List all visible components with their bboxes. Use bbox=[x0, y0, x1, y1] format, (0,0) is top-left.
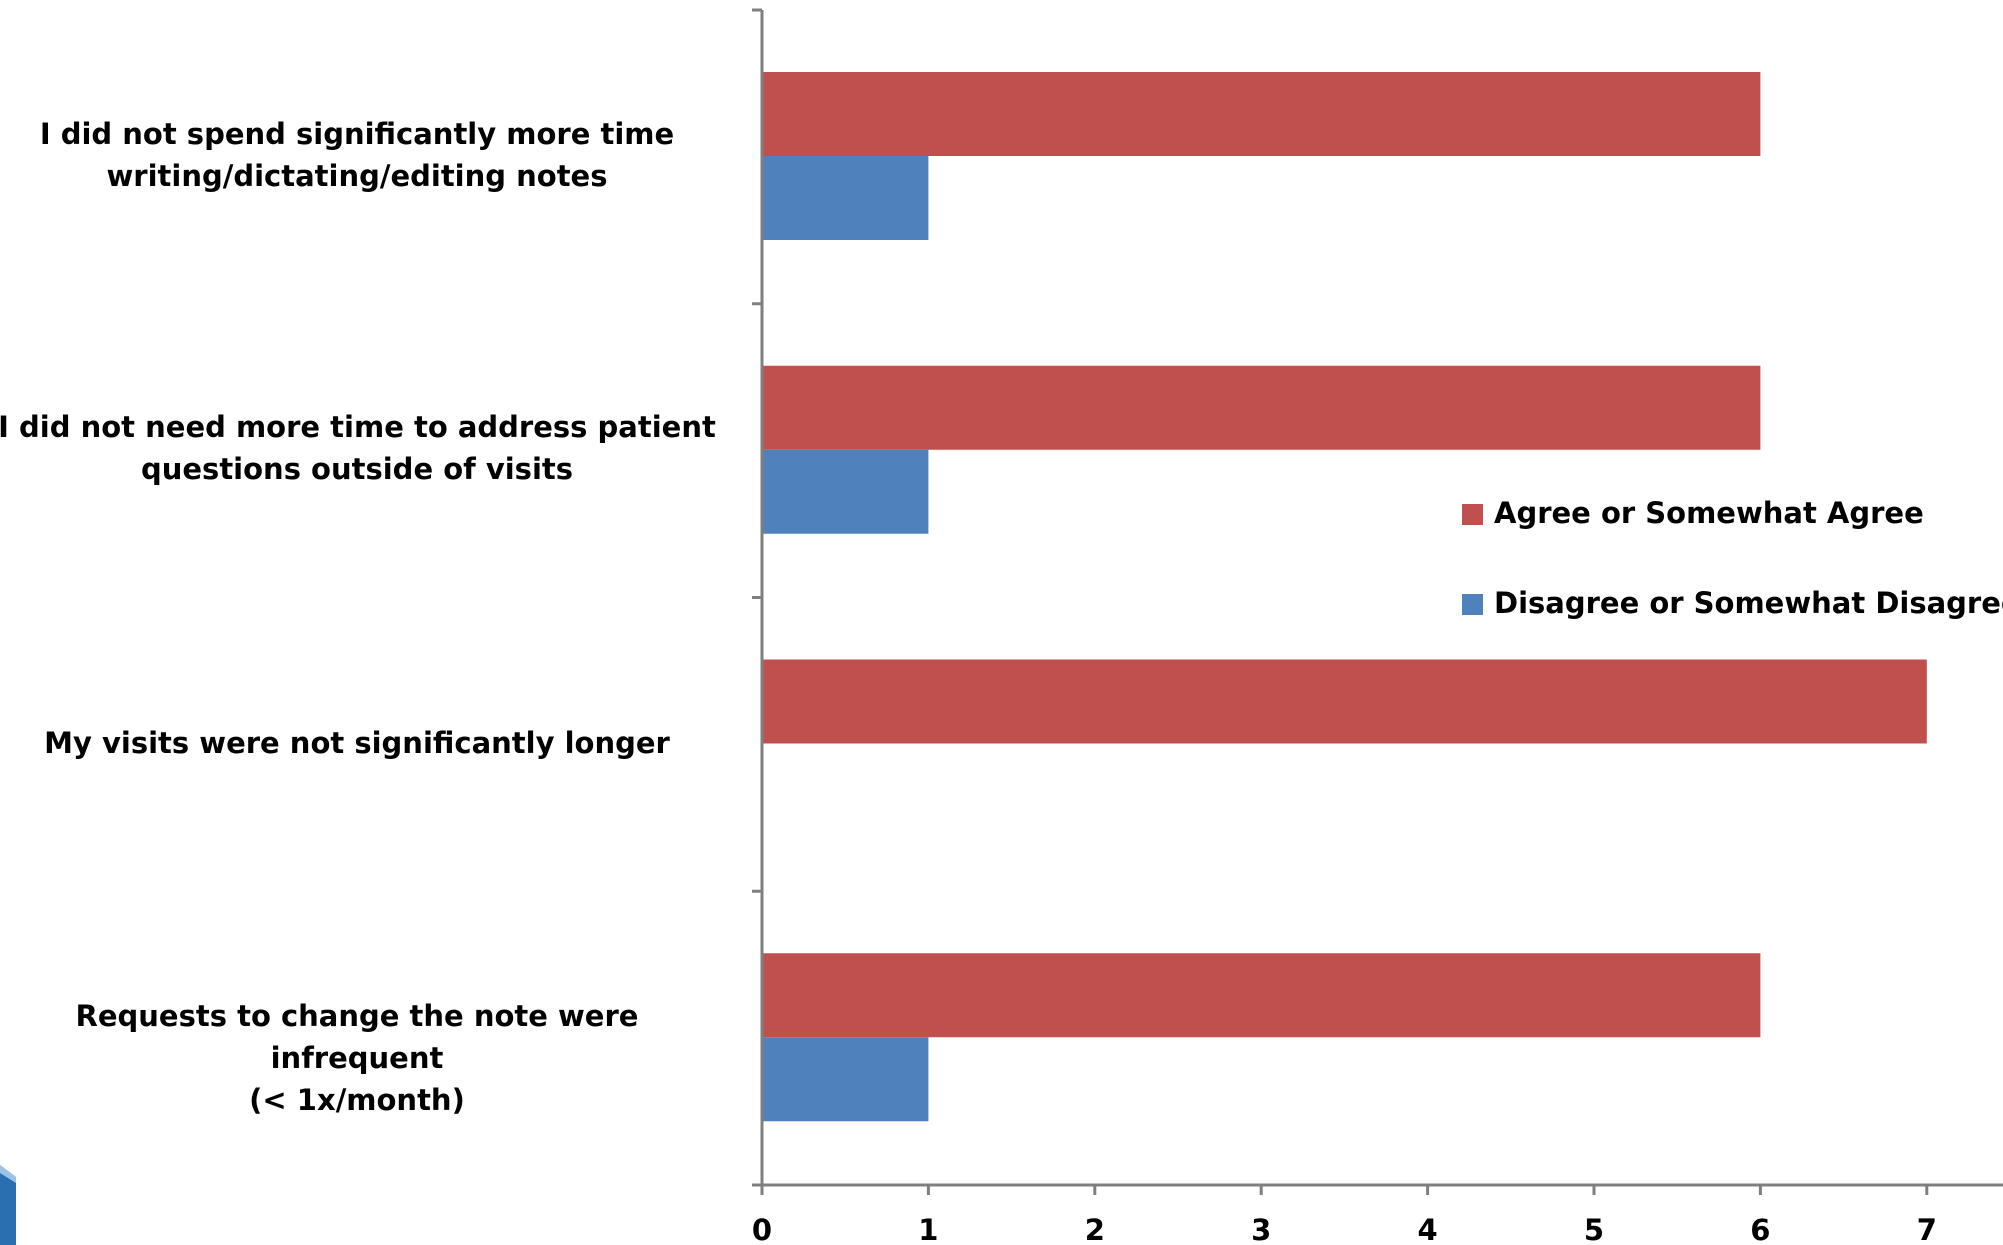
x-tick-label-1: 1 bbox=[918, 1213, 938, 1245]
x-tick-label-2: 2 bbox=[1085, 1213, 1105, 1245]
category-label-4: Requests to change the note were infrequ… bbox=[75, 999, 639, 1117]
x-tick-label-3: 3 bbox=[1251, 1213, 1271, 1245]
category-label-2: I did not need more time to address pati… bbox=[0, 410, 716, 486]
legend-swatch-agree bbox=[1462, 504, 1483, 525]
x-tick-label-5: 5 bbox=[1584, 1213, 1604, 1245]
legend-label-agree: Agree or Somewhat Agree bbox=[1494, 496, 1924, 530]
x-tick-label-6: 6 bbox=[1750, 1213, 1770, 1245]
x-tick-label-4: 4 bbox=[1418, 1213, 1438, 1245]
corner-logo-icon bbox=[0, 1165, 16, 1245]
x-tick-label-0: 0 bbox=[752, 1213, 772, 1245]
x-tick-label-7: 7 bbox=[1917, 1213, 1937, 1245]
legend-label-disagree: Disagree or Somewhat Disagree bbox=[1494, 586, 2003, 620]
legend-swatch-disagree bbox=[1462, 594, 1483, 615]
bar-disagree-2 bbox=[762, 449, 929, 534]
bar-agree-1 bbox=[762, 72, 1761, 156]
category-label-1: I did not spend significantly more time … bbox=[39, 117, 675, 193]
bar-agree-3 bbox=[762, 659, 1927, 744]
category-label-3: My visits were not significantly longer bbox=[44, 726, 670, 760]
bar-disagree-4 bbox=[762, 1037, 929, 1122]
bar-agree-4 bbox=[762, 953, 1761, 1038]
bar-agree-2 bbox=[762, 365, 1761, 450]
bar-disagree-1 bbox=[762, 156, 929, 240]
